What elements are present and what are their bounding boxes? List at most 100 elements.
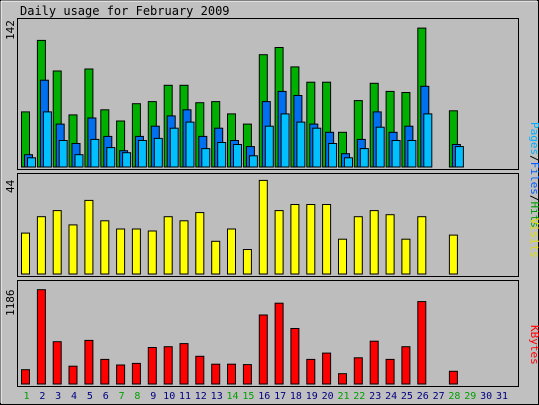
visits-bar — [322, 204, 332, 275]
visits-bar — [36, 216, 46, 275]
pages-bar — [137, 140, 147, 168]
kbytes-ymax-label: 1186 — [4, 290, 17, 317]
x-tick-label: 14 — [226, 391, 238, 402]
x-tick-label: 29 — [464, 391, 476, 402]
pages-bar — [391, 140, 401, 168]
hits-ymax-label: 142 — [4, 20, 17, 40]
visits-bar — [290, 204, 300, 275]
visits-bar — [401, 238, 411, 275]
x-tick-label: 30 — [480, 391, 492, 402]
visits-bar — [306, 204, 316, 275]
kbytes-bar — [258, 314, 268, 385]
pages-bar — [423, 113, 433, 168]
kbytes-bar — [116, 364, 126, 385]
kbytes-bar — [179, 343, 189, 385]
pages-bar — [201, 148, 211, 168]
chart-title: Daily usage for February 2009 — [20, 4, 230, 18]
pages-bar — [122, 152, 132, 168]
visits-bar — [100, 220, 110, 275]
kbytes-bar — [242, 364, 252, 385]
visits-bar — [68, 224, 78, 275]
kbytes-bar — [131, 362, 141, 385]
visits-bar — [163, 216, 173, 275]
pages-bar — [42, 111, 52, 168]
visits-bar — [385, 214, 395, 275]
x-tick-label: 8 — [134, 391, 140, 402]
pages-bar — [90, 138, 100, 168]
legend-sep-1: / — [528, 155, 539, 162]
x-tick-label: 18 — [290, 391, 302, 402]
visits-bar — [369, 210, 379, 275]
pages-bar — [58, 140, 68, 168]
visits-bar — [147, 230, 157, 275]
kbytes-bar — [322, 352, 332, 385]
x-tick-label: 9 — [150, 391, 156, 402]
x-tick-label: 10 — [163, 391, 175, 402]
kbytes-bar — [211, 363, 221, 385]
kbytes-bar — [417, 301, 427, 385]
visits-bar — [116, 228, 126, 275]
x-tick-label: 23 — [369, 391, 381, 402]
x-tick-label: 4 — [71, 391, 77, 402]
visits-bar — [211, 240, 221, 275]
legend-hits: Hits — [528, 202, 539, 229]
pages-bar — [27, 157, 36, 168]
visits-ymax-label: 44 — [4, 179, 17, 193]
x-tick-label: 3 — [55, 391, 61, 402]
kbytes-bar — [338, 373, 347, 385]
visits-bar — [84, 199, 94, 275]
visits-bar — [448, 234, 458, 275]
kbytes-bar — [68, 365, 78, 385]
legend-sep-2: / — [528, 195, 539, 202]
pages-bar — [169, 127, 179, 168]
pages-bar — [74, 154, 84, 168]
x-tick-label: 2 — [39, 391, 45, 402]
x-tick-label: 31 — [496, 391, 508, 402]
x-axis-labels: 1 2 3 4 5 6 7 8 9 10 11 12 13 14 15 16 17 18 19 20 21 22 23 24 2… — [23, 391, 508, 402]
kbytes-bar — [401, 346, 411, 385]
x-tick-label: 28 — [448, 391, 460, 402]
kbytes-bar — [385, 358, 395, 385]
x-tick-label: 19 — [306, 391, 318, 402]
legend-files: Files — [528, 162, 539, 195]
legend-kbytes: KBytes — [528, 325, 539, 365]
x-tick-label: 13 — [211, 391, 223, 402]
kbytes-bar — [306, 358, 316, 385]
pages-bar — [233, 144, 242, 168]
pages-bar — [185, 121, 195, 168]
kbytes-bar — [195, 355, 205, 385]
bars-layer — [21, 27, 464, 385]
legend-pages-files-hits: Pages/Files/Hits — [528, 122, 539, 228]
x-tick-label: 17 — [274, 391, 286, 402]
kbytes-bar — [274, 302, 284, 385]
pages-bar — [296, 121, 306, 168]
kbytes-bar — [448, 370, 458, 385]
x-tick-label: 15 — [242, 391, 254, 402]
legend-pages: Pages — [528, 122, 539, 155]
x-tick-label: 12 — [195, 391, 207, 402]
pages-bar — [106, 147, 116, 168]
kbytes-bar — [147, 347, 157, 385]
x-tick-label: 24 — [385, 391, 397, 402]
kbytes-bar — [163, 346, 173, 385]
visits-bar — [417, 216, 427, 275]
kbytes-bar — [369, 340, 379, 385]
visits-bar — [227, 228, 236, 275]
visits-bar — [52, 210, 62, 275]
x-tick-label: 26 — [417, 391, 429, 402]
pages-bar — [312, 127, 322, 168]
x-tick-label: 7 — [119, 391, 125, 402]
x-tick-label: 11 — [179, 391, 191, 402]
kbytes-bar — [290, 328, 300, 385]
kbytes-bar — [84, 339, 94, 385]
visits-bar — [242, 249, 252, 275]
x-tick-label: 1 — [23, 391, 29, 402]
visits-bar — [353, 216, 363, 275]
visits-bar — [274, 210, 284, 275]
kbytes-bar — [100, 358, 110, 385]
visits-bar — [258, 179, 268, 275]
pages-bar — [407, 140, 417, 168]
pages-bar — [248, 155, 258, 168]
pages-bar — [328, 143, 338, 168]
pages-bar — [264, 125, 274, 168]
